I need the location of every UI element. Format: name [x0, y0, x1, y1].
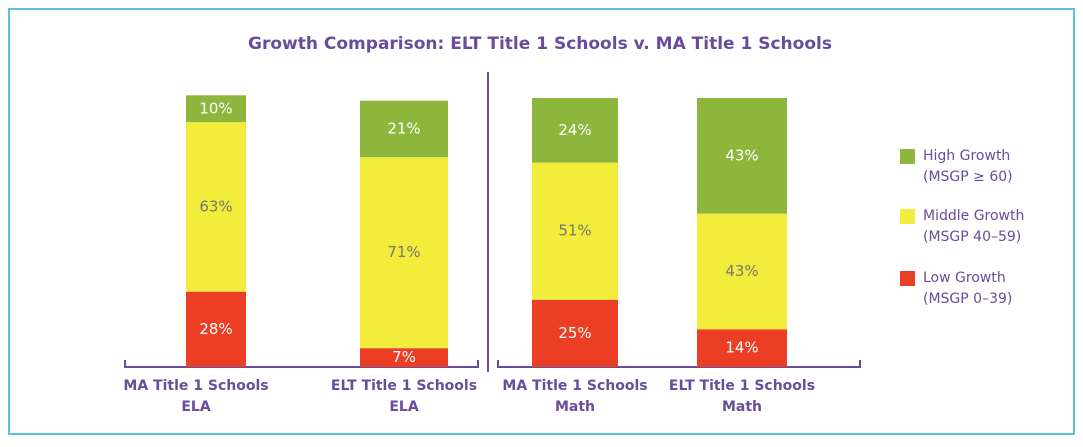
bar-segment: [697, 98, 787, 214]
x-tick-label: ELT Title 1 Schools: [669, 378, 815, 394]
x-tick-label: MA Title 1 Schools: [502, 378, 647, 394]
legend-label: (MSGP 40–59): [923, 229, 1021, 245]
legend-label: Low Growth: [923, 270, 1006, 286]
x-tick-label: Math: [555, 399, 595, 415]
chart-title: Growth Comparison: ELT Title 1 Schools v…: [248, 34, 832, 54]
value-label: 43%: [725, 262, 758, 280]
x-tick-label: ELA: [181, 399, 210, 415]
x-tick-label: ELA: [389, 399, 418, 415]
value-label: 24%: [558, 121, 591, 139]
legend-label: (MSGP 0–39): [923, 291, 1012, 307]
bar-segment: [697, 213, 787, 330]
value-label: 63%: [199, 197, 232, 215]
legend-label: High Growth: [923, 148, 1010, 164]
bar-segment: [186, 122, 246, 292]
value-label: 7%: [392, 348, 416, 366]
x-tick-label: Math: [722, 399, 762, 415]
x-tick-label: MA Title 1 Schools: [123, 378, 268, 394]
bar-segment: [532, 98, 618, 163]
legend-swatch: [900, 271, 915, 286]
bar-segment: [186, 95, 246, 123]
bar-segment: [360, 100, 448, 158]
bar-segment: [532, 299, 618, 367]
legend-label: Middle Growth: [923, 208, 1024, 224]
bar-segment: [360, 348, 448, 367]
value-label: 21%: [387, 119, 420, 137]
value-label: 10%: [199, 99, 232, 117]
bar-segment: [360, 157, 448, 349]
bar-segment: [186, 291, 246, 367]
value-label: 43%: [725, 146, 758, 164]
bar-segment: [532, 162, 618, 300]
legend-label: (MSGP ≥ 60): [923, 169, 1013, 185]
value-label: 28%: [199, 320, 232, 338]
value-label: 51%: [558, 222, 591, 240]
x-tick-label: ELT Title 1 Schools: [331, 378, 477, 394]
value-label: 14%: [725, 339, 758, 357]
baseline: [124, 360, 479, 368]
baseline: [497, 360, 861, 368]
legend-swatch: [900, 209, 915, 224]
value-label: 25%: [558, 324, 591, 342]
value-label: 71%: [387, 243, 420, 261]
legend-swatch: [900, 149, 915, 164]
bar-segment: [697, 329, 787, 367]
